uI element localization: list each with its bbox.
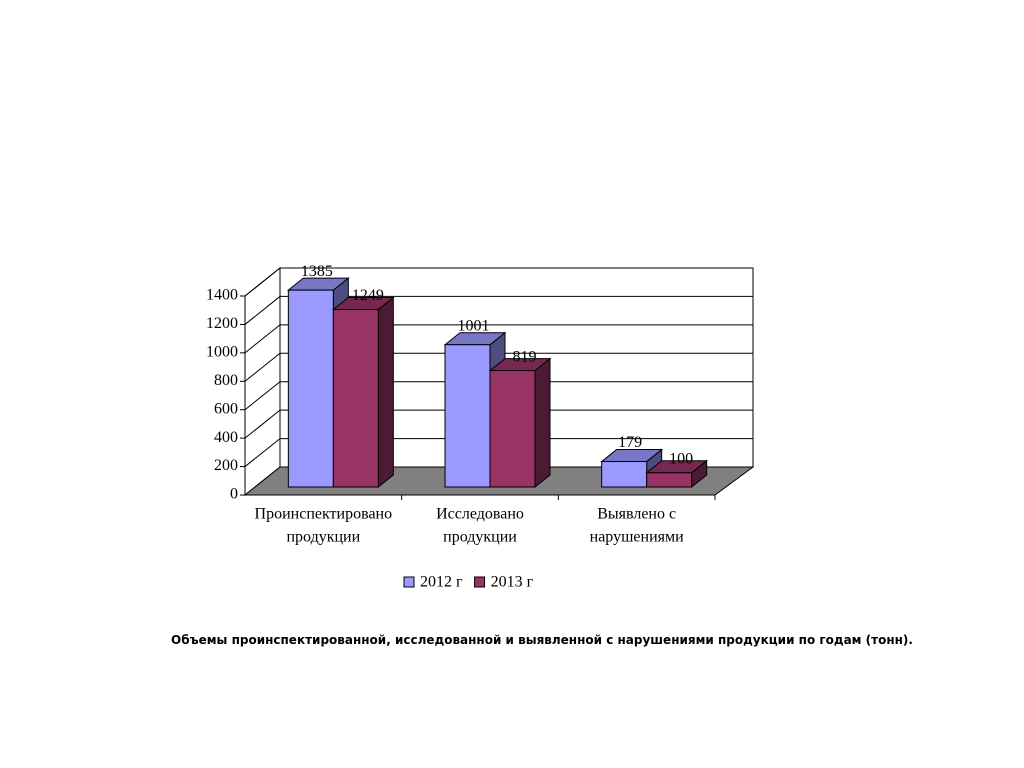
x-tick-label: продукции [286, 529, 360, 546]
y-tick-label: 400 [214, 429, 238, 446]
grid-line [244, 352, 753, 382]
grid-line [244, 409, 753, 439]
x-tick-label: Выявлено с [597, 506, 676, 523]
y-tick-label: 600 [214, 400, 238, 417]
y-tick-label: 200 [214, 457, 238, 474]
x-tick-label: нарушениями [590, 529, 684, 546]
legend-swatch [403, 576, 415, 588]
y-tick-label: 0 [230, 486, 238, 503]
grid-line [244, 324, 753, 354]
caption: Объемы проинспектированной, исследованно… [171, 633, 913, 647]
grid-line [244, 438, 753, 467]
bar-side [377, 296, 394, 489]
bar [601, 461, 648, 488]
grid-line [244, 295, 753, 325]
grid-line [244, 267, 753, 297]
x-tick-label: Исследовано [436, 506, 524, 523]
y-tick-label: 1000 [206, 344, 238, 361]
bar-side [534, 357, 551, 489]
value-label: 1001 [458, 317, 490, 334]
value-label: 1385 [301, 263, 333, 280]
side-wall [244, 266, 281, 497]
y-tick-label: 1200 [206, 315, 238, 332]
x-tick-label: продукции [443, 529, 517, 546]
bar [646, 472, 693, 488]
legend-label: 2013 г [491, 574, 534, 591]
value-label: 1249 [352, 287, 384, 304]
grid-line [244, 381, 753, 411]
legend-swatch [474, 576, 486, 588]
y-tick-label: 800 [214, 372, 238, 389]
legend-label: 2012 г [420, 574, 463, 591]
bar [444, 344, 491, 488]
bar [332, 308, 379, 488]
value-label: 100 [669, 450, 693, 467]
bar [489, 370, 536, 488]
value-label: 179 [618, 434, 642, 451]
bar [287, 289, 334, 488]
value-label: 819 [513, 348, 537, 365]
y-tick-label: 1400 [206, 287, 238, 304]
x-tick-label: Проинспектировано [255, 506, 393, 523]
